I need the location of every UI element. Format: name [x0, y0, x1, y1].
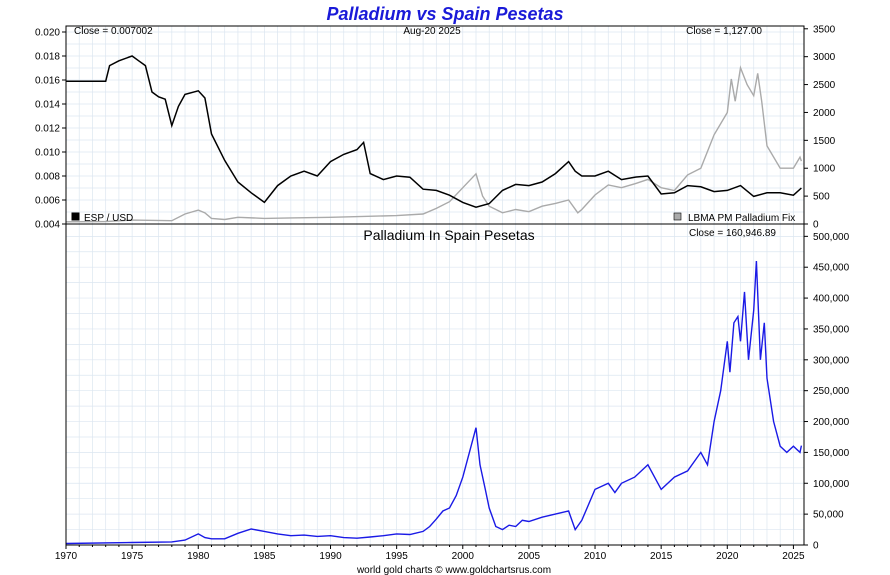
- y-tick-label: 1000: [813, 164, 836, 175]
- y-tick-label: 0.020: [35, 28, 60, 39]
- x-tick-label: 2005: [518, 551, 541, 562]
- x-tick-label: 1985: [253, 551, 276, 562]
- footer-credit: world gold charts © www.goldchartsrus.co…: [356, 565, 551, 575]
- y-tick-label: 2000: [813, 108, 836, 119]
- bottom-right-axis: 0 50,000 100,000 150,000 200,000 250,000 300,0…: [804, 232, 850, 552]
- x-axis: 1970 1975 1980 1985 1990 1995 2000 2005 2010 2015…: [55, 545, 805, 562]
- top-panel-grid: [65, 26, 804, 225]
- y-tick-label: 50,000: [813, 510, 844, 521]
- y-tick-label: 0.012: [35, 124, 60, 135]
- y-tick-label: 1500: [813, 136, 836, 147]
- bottom-panel-frame: [65, 223, 805, 546]
- y-tick-label: 500: [813, 192, 830, 203]
- y-tick-label: 3500: [813, 24, 836, 35]
- palladium-in-pesetas-line: [65, 260, 803, 545]
- y-tick-label: 0.018: [35, 52, 60, 63]
- y-tick-label: 0: [813, 220, 819, 231]
- y-tick-label: 150,000: [813, 448, 850, 459]
- y-tick-label: 0.014: [35, 100, 60, 111]
- palladium-usd-line: [65, 65, 803, 223]
- x-tick-label: 2000: [452, 551, 475, 562]
- y-tick-label: 0.016: [35, 76, 60, 87]
- bottom-panel-grid: [65, 224, 804, 546]
- y-tick-label: 2500: [813, 80, 836, 91]
- top-left-axis: 0.004 0.006 0.008 0.010 0.012 0.014 0.016 0.018…: [35, 28, 66, 231]
- x-tick-label: 1975: [121, 551, 144, 562]
- esp-usd-line: [66, 55, 802, 208]
- legend-palladium-label: LBMA PM Palladium Fix: [688, 213, 795, 224]
- top-right-close: Close = 1,127.00: [686, 26, 762, 37]
- y-tick-label: 0.010: [35, 148, 60, 159]
- y-tick-label: 200,000: [813, 417, 850, 428]
- x-tick-label: 2020: [716, 551, 739, 562]
- legend-palladium-swatch: [673, 212, 682, 221]
- y-tick-label: 0: [813, 541, 819, 552]
- y-tick-label: 100,000: [813, 479, 850, 490]
- x-tick-label: 1995: [386, 551, 409, 562]
- x-tick-label: 2025: [782, 551, 805, 562]
- x-tick-label: 2015: [650, 551, 673, 562]
- x-tick-label: 1990: [319, 551, 342, 562]
- top-right-axis: 0 500 1000 1500 2000 2500 3000 3500: [804, 24, 836, 231]
- legend-esp-label: ESP / USD: [84, 213, 133, 224]
- y-tick-label: 350,000: [813, 324, 850, 335]
- y-tick-label: 3000: [813, 52, 836, 63]
- x-tick-label: 1980: [187, 551, 210, 562]
- y-tick-label: 0.006: [35, 196, 60, 207]
- bottom-panel-title: Palladium In Spain Pesetas: [363, 227, 534, 243]
- y-tick-label: 450,000: [813, 263, 850, 274]
- y-tick-label: 500,000: [813, 232, 850, 243]
- top-left-close: Close = 0.007002: [74, 26, 153, 37]
- y-tick-label: 0.004: [35, 220, 60, 231]
- y-tick-label: 0.008: [35, 172, 60, 183]
- x-tick-label: 1970: [55, 551, 78, 562]
- legend-esp-swatch: [71, 212, 80, 221]
- y-tick-label: 250,000: [813, 386, 850, 397]
- y-tick-label: 400,000: [813, 294, 850, 305]
- top-date-label: Aug-20 2025: [403, 26, 461, 37]
- x-tick-label: 2010: [584, 551, 607, 562]
- chart-title: Palladium vs Spain Pesetas: [326, 4, 563, 24]
- y-tick-label: 300,000: [813, 355, 850, 366]
- bottom-right-close: Close = 160,946.89: [689, 228, 776, 239]
